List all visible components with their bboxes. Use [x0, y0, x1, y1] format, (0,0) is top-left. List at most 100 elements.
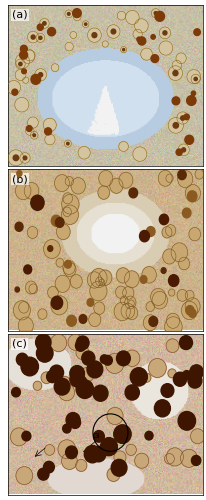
Circle shape — [65, 446, 77, 458]
Circle shape — [64, 140, 71, 147]
Circle shape — [180, 116, 184, 120]
Circle shape — [187, 374, 201, 388]
Circle shape — [134, 453, 148, 468]
Circle shape — [66, 412, 80, 428]
Circle shape — [120, 296, 127, 304]
Circle shape — [100, 355, 108, 364]
Circle shape — [65, 42, 73, 51]
Circle shape — [122, 286, 133, 300]
Circle shape — [55, 275, 70, 292]
Circle shape — [76, 336, 89, 349]
Circle shape — [87, 28, 101, 42]
Circle shape — [188, 309, 195, 318]
Circle shape — [35, 334, 51, 350]
Circle shape — [125, 10, 138, 24]
Circle shape — [191, 456, 200, 466]
Circle shape — [63, 262, 76, 276]
Circle shape — [27, 31, 39, 43]
Circle shape — [168, 274, 178, 286]
Circle shape — [179, 336, 192, 349]
Circle shape — [73, 12, 81, 20]
Circle shape — [43, 240, 60, 258]
Text: (b): (b) — [12, 174, 28, 184]
Circle shape — [29, 284, 37, 294]
Circle shape — [58, 440, 75, 459]
Circle shape — [27, 226, 37, 238]
Circle shape — [117, 11, 125, 20]
Circle shape — [19, 302, 29, 313]
Circle shape — [141, 266, 156, 283]
Circle shape — [160, 384, 173, 398]
Circle shape — [140, 276, 146, 283]
Circle shape — [193, 29, 199, 35]
Circle shape — [106, 24, 119, 38]
Circle shape — [35, 68, 46, 81]
Circle shape — [76, 346, 89, 360]
Circle shape — [188, 228, 200, 241]
Circle shape — [116, 268, 129, 283]
Circle shape — [18, 317, 33, 334]
Circle shape — [87, 298, 93, 306]
Circle shape — [118, 142, 128, 152]
Circle shape — [44, 134, 55, 145]
Circle shape — [22, 432, 31, 441]
Circle shape — [43, 118, 56, 132]
Circle shape — [12, 388, 20, 397]
Circle shape — [157, 170, 171, 186]
Circle shape — [17, 170, 22, 176]
Circle shape — [194, 170, 203, 179]
Circle shape — [90, 268, 107, 287]
Circle shape — [102, 41, 108, 47]
Circle shape — [61, 194, 79, 214]
Circle shape — [164, 454, 173, 464]
Circle shape — [26, 126, 32, 132]
Circle shape — [124, 271, 138, 287]
Circle shape — [36, 34, 44, 42]
Circle shape — [98, 279, 104, 286]
Circle shape — [166, 313, 179, 328]
Circle shape — [41, 372, 52, 384]
Circle shape — [165, 174, 172, 182]
Circle shape — [61, 205, 78, 225]
Circle shape — [113, 451, 125, 464]
Circle shape — [20, 46, 27, 52]
Circle shape — [142, 374, 150, 382]
Circle shape — [175, 149, 181, 156]
Circle shape — [13, 300, 30, 320]
Circle shape — [38, 309, 47, 320]
Circle shape — [88, 313, 100, 326]
Circle shape — [175, 53, 185, 64]
Circle shape — [116, 351, 130, 366]
Circle shape — [68, 334, 83, 350]
Circle shape — [130, 368, 147, 386]
Circle shape — [128, 188, 137, 198]
Circle shape — [171, 97, 179, 105]
Circle shape — [21, 357, 38, 376]
Circle shape — [172, 70, 177, 76]
Circle shape — [51, 296, 62, 310]
Circle shape — [67, 12, 70, 16]
Circle shape — [51, 64, 59, 72]
Circle shape — [190, 91, 195, 96]
Circle shape — [97, 186, 109, 200]
Circle shape — [98, 270, 111, 285]
Circle shape — [70, 32, 76, 38]
Circle shape — [33, 381, 42, 390]
Circle shape — [150, 288, 165, 306]
Circle shape — [23, 77, 29, 84]
Circle shape — [115, 286, 126, 298]
Circle shape — [170, 243, 187, 262]
Circle shape — [120, 46, 126, 53]
Text: Gi: Gi — [92, 433, 100, 439]
Circle shape — [8, 150, 23, 166]
Circle shape — [75, 340, 85, 351]
Circle shape — [72, 8, 81, 18]
Circle shape — [65, 176, 73, 186]
Circle shape — [167, 369, 175, 378]
Circle shape — [31, 195, 44, 210]
Circle shape — [76, 380, 93, 398]
Circle shape — [121, 303, 134, 319]
Circle shape — [16, 466, 33, 484]
Circle shape — [75, 460, 87, 471]
Circle shape — [25, 281, 37, 294]
